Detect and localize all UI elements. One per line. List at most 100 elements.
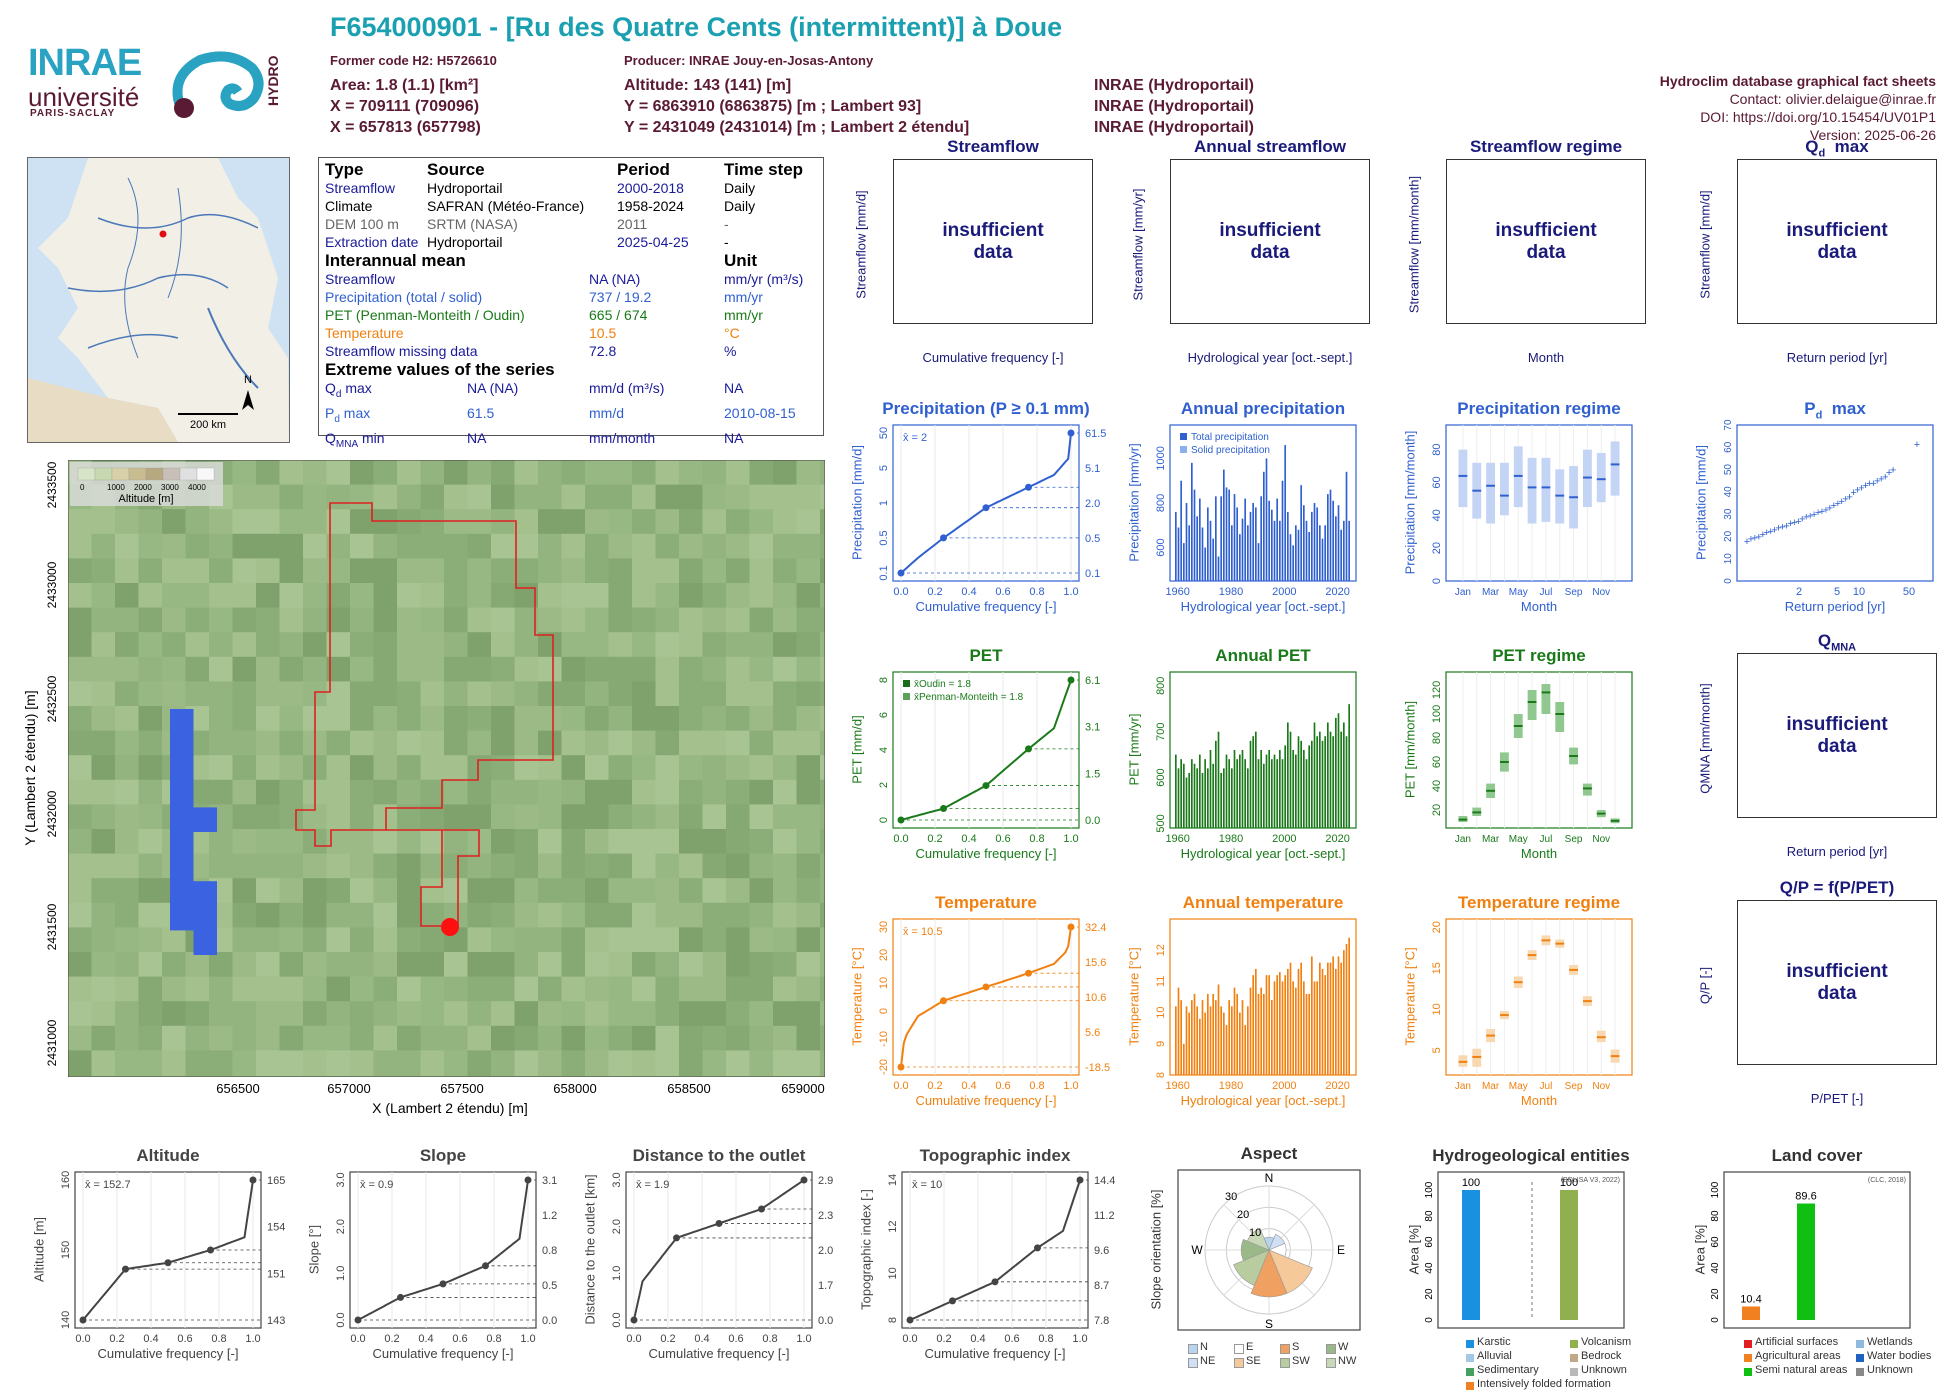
year-bar [1204, 547, 1206, 581]
dem-cell [608, 779, 633, 806]
year-bar [1244, 1025, 1246, 1075]
dem-cell [138, 755, 163, 781]
dem-cell [232, 779, 257, 806]
scatter-point: + [1874, 476, 1880, 488]
dem-cell [538, 460, 563, 486]
dem-cell [350, 533, 375, 560]
dem-map [68, 460, 825, 1077]
year-bar [1260, 496, 1262, 581]
inrae-logo: INRAE [28, 42, 142, 84]
dem-cell [655, 656, 680, 683]
dem-cell [256, 583, 281, 609]
dem-y-tick: 2432500 [45, 675, 59, 723]
legend-label: SW [1292, 1355, 1310, 1367]
cdf-point [439, 1280, 447, 1288]
right-value-label: 151 [267, 1268, 285, 1280]
y-tick: 8 [1155, 1072, 1167, 1078]
year-bar [1249, 987, 1252, 1075]
dem-cell [444, 706, 469, 732]
compass-label: W [1191, 1243, 1203, 1257]
france-overview-map: 200 km N [27, 157, 290, 443]
dem-cell [749, 706, 774, 732]
dem-cell [373, 853, 398, 880]
right-value-label: 10.6 [1085, 992, 1106, 1004]
y-lambert93: Y = 6863910 (6863875) [m ; Lambert 93] [624, 98, 922, 115]
dem-cell [655, 484, 680, 511]
x-tick: 0.8 [762, 1333, 777, 1345]
dem-cell [420, 632, 445, 658]
scatter-point: + [1752, 533, 1758, 545]
dem-cell [115, 1050, 140, 1076]
dem-cell [491, 607, 516, 634]
dem-cell [326, 804, 351, 830]
right-value-label: 154 [267, 1222, 285, 1234]
insufficient-data-text: insufficient data [1786, 219, 1888, 263]
x-axis-label: Return period [yr] [1786, 844, 1888, 859]
x-tick: 0.0 [626, 1333, 641, 1345]
dem-cell [514, 632, 539, 658]
dem-cell [162, 1001, 187, 1027]
dem-cell [632, 1025, 657, 1052]
year-bar [1263, 993, 1265, 1075]
right-value-label: 2.3 [818, 1210, 833, 1222]
y-axis-label: Altitude [m] [31, 1216, 47, 1283]
dem-cell [256, 976, 281, 1003]
dem-cell [514, 533, 539, 560]
year-bar [1175, 754, 1177, 828]
dem-cell [773, 779, 798, 806]
legend-swatch [1744, 1368, 1752, 1376]
dem-cell [373, 1050, 398, 1076]
doi[interactable]: DOI: https://doi.org/10.15454/UV01P1 [1700, 109, 1936, 125]
dem-cell [679, 902, 704, 929]
year-bar [1308, 993, 1310, 1075]
year-bar [1201, 1000, 1204, 1075]
x-axis-label: Hydrological year [oct.-sept.] [1180, 846, 1346, 861]
dem-cell [773, 829, 798, 855]
dem-cell [68, 952, 93, 978]
x-tick: 1980 [1219, 833, 1243, 845]
dem-cell [303, 583, 328, 609]
year-bar [1335, 968, 1337, 1075]
dem-cell [373, 460, 398, 486]
extreme-cell: 61.5 [467, 404, 495, 421]
dem-cell [514, 1001, 539, 1027]
dem-cell [726, 509, 751, 535]
dem-cell [726, 558, 751, 584]
legend-label: E [1246, 1341, 1254, 1353]
dem-cell [256, 779, 281, 806]
year-bar [1268, 750, 1270, 828]
scatter-point: + [1815, 507, 1821, 519]
year-bar [1247, 525, 1249, 581]
dem-cell [538, 706, 563, 732]
dem-cell [420, 927, 445, 953]
dem-cell [444, 558, 469, 584]
cdf-point [800, 1176, 808, 1184]
dem-cell [585, 755, 610, 781]
dem-cell [420, 1050, 445, 1076]
dem-cell [256, 1050, 281, 1076]
dem-cell [726, 853, 751, 880]
dem-cell [608, 1050, 633, 1076]
dem-cell [232, 681, 257, 707]
year-bar [1191, 462, 1193, 581]
dem-cell [514, 853, 539, 880]
y-tick: 70 [1723, 419, 1734, 431]
dem-cell [138, 656, 163, 683]
dem-cell [444, 632, 469, 658]
dem-cell [326, 878, 351, 904]
dem-cell [209, 656, 234, 683]
dem-cell [820, 460, 825, 486]
year-bar [1193, 993, 1196, 1075]
dem-cell [491, 804, 516, 830]
dem-cell [397, 902, 422, 929]
year-bar [1201, 527, 1204, 581]
dem-cell [679, 804, 704, 830]
x-tick: 0.2 [927, 1080, 942, 1092]
year-bar [1209, 1006, 1212, 1075]
year-bar [1233, 494, 1236, 581]
dem-cell [632, 484, 657, 511]
dem-cell [350, 509, 375, 535]
x-tick: Jul [1540, 587, 1553, 598]
